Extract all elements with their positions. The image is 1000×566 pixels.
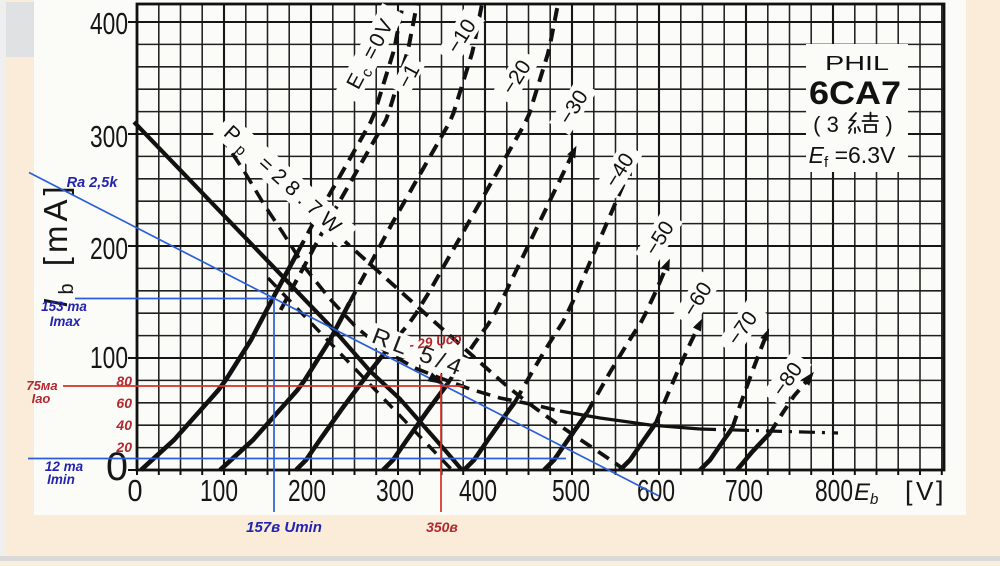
svg-text:100: 100 — [200, 473, 238, 508]
svg-text:700: 700 — [725, 473, 763, 508]
svg-text:): ) — [885, 112, 892, 137]
svg-text:Eb: Eb — [854, 479, 878, 508]
svg-text:Imax: Imax — [50, 314, 81, 329]
svg-text:100: 100 — [90, 340, 128, 375]
svg-text:400: 400 — [90, 6, 128, 41]
svg-text:500: 500 — [552, 473, 590, 508]
svg-text:[: [ — [905, 476, 913, 506]
svg-text:0: 0 — [128, 473, 143, 508]
svg-text:200: 200 — [90, 231, 128, 266]
svg-text:Iao: Iao — [32, 391, 51, 406]
svg-text:20: 20 — [115, 439, 132, 455]
svg-text:PHIL: PHIL — [825, 53, 889, 75]
svg-text:Imin: Imin — [47, 472, 75, 487]
svg-text:0: 0 — [106, 445, 128, 489]
svg-text:400: 400 — [459, 473, 497, 508]
svg-text:Ra 2,5k: Ra 2,5k — [67, 175, 119, 191]
svg-text:80: 80 — [116, 373, 132, 389]
svg-text:12 ma: 12 ma — [45, 459, 84, 474]
svg-text:600: 600 — [637, 473, 675, 508]
svg-text:800: 800 — [815, 473, 853, 508]
svg-text:153 ma: 153 ma — [41, 299, 87, 314]
svg-text:75ма: 75ма — [26, 378, 57, 393]
svg-text:40: 40 — [115, 417, 132, 433]
svg-text:6CA7: 6CA7 — [809, 75, 901, 111]
svg-text:( 3: ( 3 — [813, 112, 839, 137]
svg-text:60: 60 — [116, 395, 132, 411]
svg-text:V: V — [916, 476, 934, 506]
svg-text:- 29 Uco: - 29 Uco — [408, 330, 462, 352]
svg-text:350в: 350в — [426, 519, 458, 535]
svg-text:Ef =6.3V: Ef =6.3V — [809, 142, 896, 171]
svg-text:157в Umin: 157в Umin — [246, 519, 322, 536]
svg-text:300: 300 — [90, 119, 128, 154]
svg-text:Ib [mA]: Ib [mA] — [37, 182, 78, 307]
svg-text:300: 300 — [376, 473, 414, 508]
svg-text:200: 200 — [288, 473, 326, 508]
svg-text:]: ] — [936, 476, 944, 506]
